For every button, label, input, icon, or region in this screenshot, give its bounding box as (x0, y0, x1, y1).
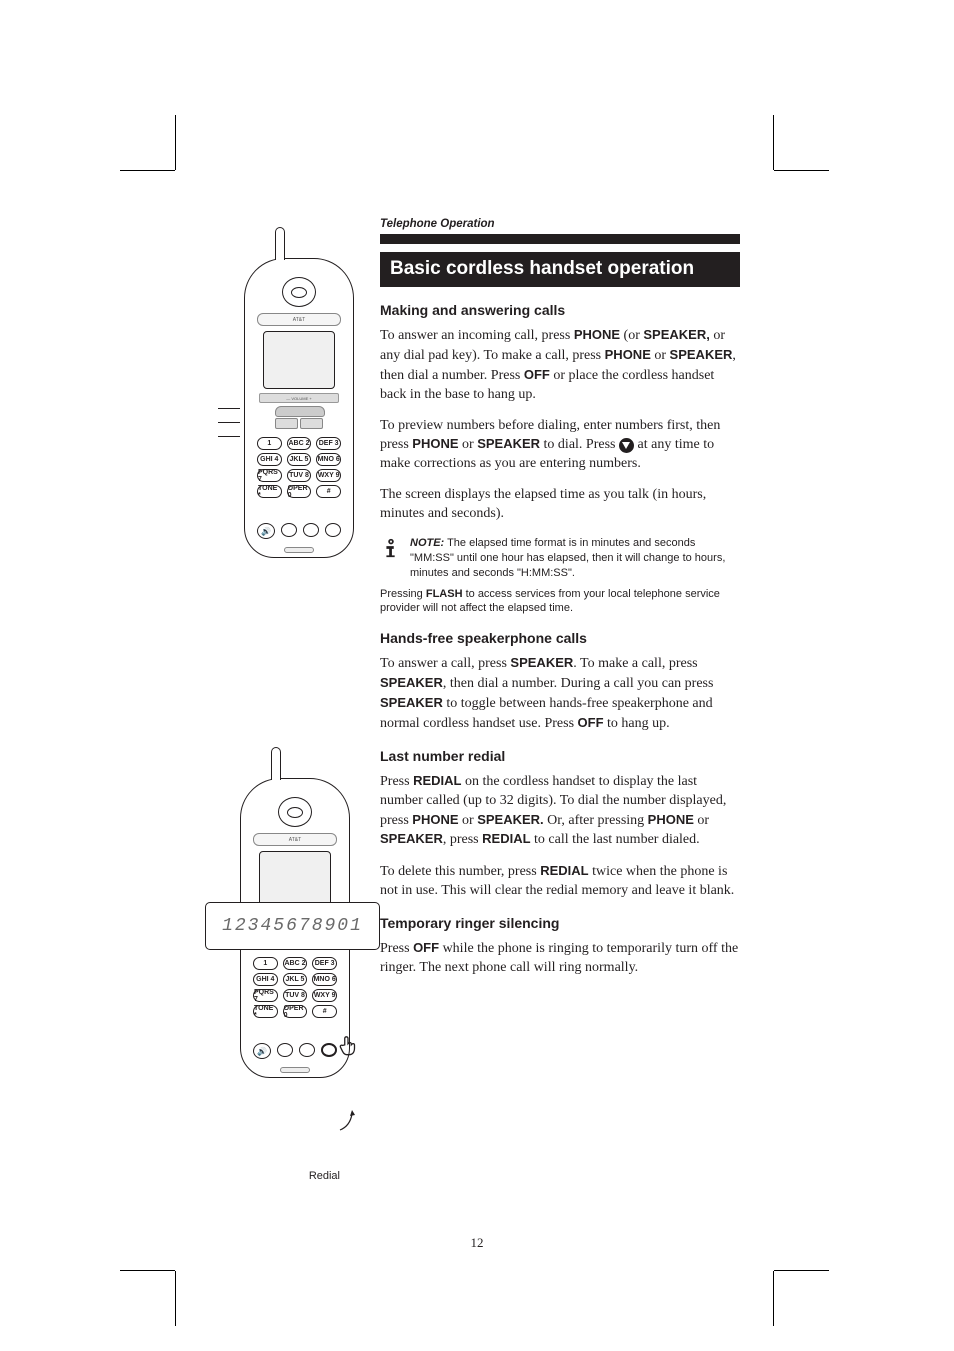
para-making-2: To preview numbers before dialing, enter… (380, 417, 740, 475)
phone-illustration-top: AT&T — VOLUME + 1 ABC 2 DEF 3 GHI 4 JKL … (240, 258, 358, 598)
redial-display: 12345678901 (205, 902, 380, 950)
crop-mark (120, 170, 175, 171)
crop-mark (120, 1270, 175, 1271)
para-making-3: The screen displays the elapsed time as … (380, 486, 740, 524)
page-number: 12 (0, 1235, 954, 1251)
para-redial-1: Press REDIAL on the cordless handset to … (380, 772, 740, 851)
crop-mark (773, 115, 774, 170)
key-6: MNO 6 (316, 453, 341, 466)
redial-arrow-icon (336, 1108, 360, 1132)
heading-handsfree: Hands-free speakerphone calls (380, 630, 740, 646)
note-block: NOTE: The elapsed time format is in minu… (380, 536, 740, 581)
key-8: TUV 8 (287, 469, 312, 482)
redial-caption: Redial (309, 1170, 340, 1182)
para-making-1: To answer an incoming call, press PHONE … (380, 326, 740, 405)
key-3: DEF 3 (316, 437, 341, 450)
down-arrow-icon (619, 438, 634, 453)
key-2: ABC 2 (287, 437, 312, 450)
key-9: WXY 9 (316, 469, 341, 482)
key-5: JKL 5 (287, 453, 312, 466)
brand-label: AT&T (257, 313, 341, 326)
heading-making-calls: Making and answering calls (380, 302, 740, 318)
key-7: PQRS 7 (257, 469, 282, 482)
para-redial-2: To delete this number, press REDIAL twic… (380, 862, 740, 901)
display-number: 12345678901 (222, 916, 363, 936)
chan-icon (303, 523, 319, 537)
info-icon (380, 537, 402, 559)
crop-mark (175, 1271, 176, 1326)
key-1: 1 (257, 437, 282, 450)
heading-ringer: Temporary ringer silencing (380, 915, 740, 931)
volume-bar: — VOLUME + (259, 393, 339, 403)
redial-icon (325, 523, 341, 537)
note-flash: Pressing FLASH to access services from y… (380, 587, 740, 617)
crop-mark (175, 115, 176, 170)
main-column: Basic cordless handset operation Making … (380, 252, 740, 978)
para-handsfree: To answer a call, press SPEAKER. To make… (380, 654, 740, 734)
crop-mark (774, 1270, 829, 1271)
heading-redial: Last number redial (380, 748, 740, 764)
header-category: Telephone Operation (380, 218, 760, 230)
crop-mark (774, 170, 829, 171)
page-title: Basic cordless handset operation (380, 252, 740, 287)
page-content: Telephone Operation AT&T — VOLUME + 1 AB… (200, 218, 760, 990)
phone-illustration-redial: AT&T 1 ABC 2 DEF 3 GHI 4 JKL 5 MNO 6 PQR… (210, 778, 380, 1158)
brand-label: AT&T (253, 833, 337, 846)
header-rule (380, 234, 740, 244)
para-ringer: Press OFF while the phone is ringing to … (380, 939, 740, 978)
mute-icon (281, 523, 297, 537)
speaker-icon: 🔊 (257, 523, 275, 539)
keypad: 1 ABC 2 DEF 3 GHI 4 JKL 5 MNO 6 PQRS 7 T… (257, 437, 341, 498)
key-0: OPER 0 (287, 485, 312, 498)
speaker-icon: 🔊 (253, 1043, 271, 1059)
key-hash: # (316, 485, 341, 498)
key-star: TONE * (257, 485, 282, 498)
hand-pointer-icon (335, 1033, 361, 1059)
key-4: GHI 4 (257, 453, 282, 466)
crop-mark (773, 1271, 774, 1326)
